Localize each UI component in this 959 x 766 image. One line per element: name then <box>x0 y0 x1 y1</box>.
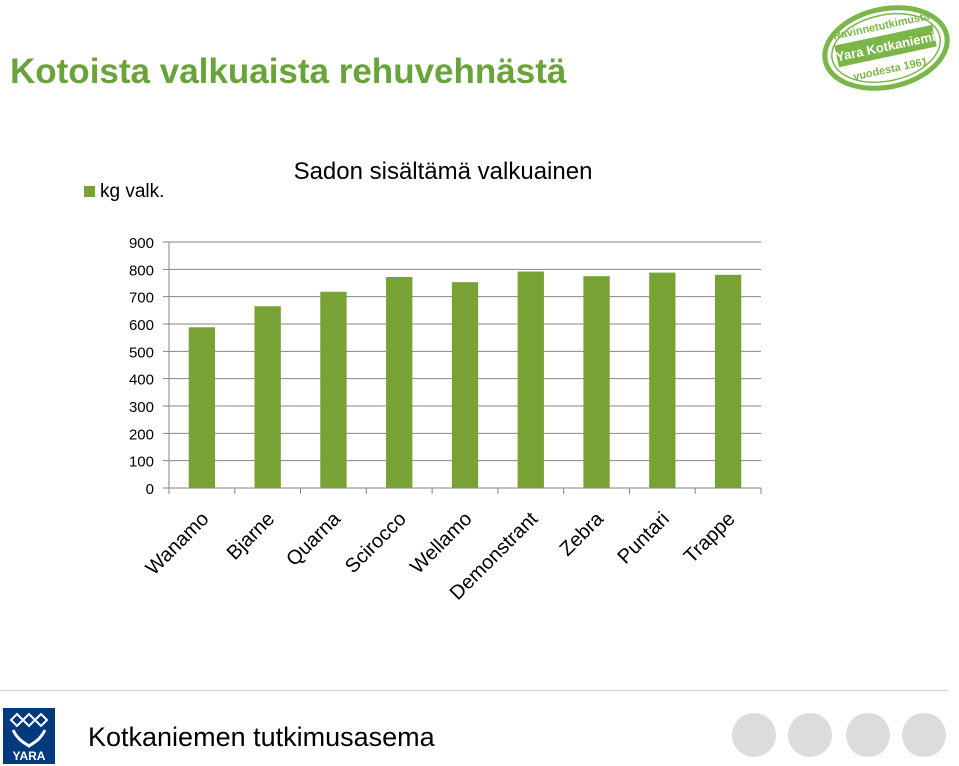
legend-swatch <box>84 186 95 197</box>
y-tick-label: 0 <box>146 481 154 498</box>
legend-label: kg valk. <box>100 181 164 202</box>
y-tick-label: 300 <box>129 399 154 416</box>
bar <box>714 274 742 488</box>
chart-legend: kg valk. <box>84 181 164 202</box>
y-tick-label: 400 <box>129 372 154 389</box>
bar <box>320 291 347 488</box>
footer-text: Kotkaniemen tutkimusasema <box>88 722 435 752</box>
protein-bar-chart: Sadon sisältämä valkuainen kg valk. 0 100… <box>84 158 762 604</box>
x-tick-label: Bjarne <box>223 508 279 564</box>
y-tick-label: 500 <box>129 344 154 361</box>
dot <box>788 713 832 757</box>
y-axis-ticks: 0 100 200 300 400 500 600 700 800 900 <box>129 235 154 498</box>
bar <box>451 282 479 488</box>
y-tick-label: 100 <box>129 454 154 471</box>
dot <box>846 713 890 757</box>
x-tick-label: Wanamo <box>142 508 214 580</box>
yara-logo: YARA <box>3 708 55 764</box>
bar <box>583 276 610 488</box>
y-tick-label: 600 <box>129 317 154 334</box>
slide-title: Kotoista valkuaista rehuvehnästä <box>10 52 567 91</box>
yara-logo-text: YARA <box>13 749 46 763</box>
x-tick-label: Trappe <box>680 508 740 568</box>
bar <box>188 327 216 488</box>
bar <box>386 276 413 488</box>
footer-divider <box>0 690 948 691</box>
x-tick-label: Puntari <box>613 508 673 568</box>
bar <box>254 306 281 488</box>
y-tick-label: 800 <box>129 262 154 279</box>
x-tick-label: Zebra <box>556 507 609 560</box>
bars <box>188 271 742 488</box>
bar <box>517 271 544 488</box>
y-tick-label: 700 <box>129 290 154 307</box>
footer-decoration-dots <box>732 713 946 757</box>
x-tick-label: Quarna <box>282 507 345 570</box>
x-axis-labels: Wanamo Bjarne QuarnaSciroccoWellamoDemonst… <box>142 507 740 604</box>
chart-title: Sadon sisältämä valkuainen <box>294 158 593 185</box>
x-tick-label: Scirocco <box>341 508 411 578</box>
yara-kotkaniemi-stamp: Ravinnetutkimusta Yara Kotkaniemi vuodes… <box>822 5 950 91</box>
dot <box>732 713 776 757</box>
dot <box>902 713 946 757</box>
y-tick-label: 200 <box>129 426 154 443</box>
bar <box>649 272 676 488</box>
y-tick-label: 900 <box>129 235 154 252</box>
